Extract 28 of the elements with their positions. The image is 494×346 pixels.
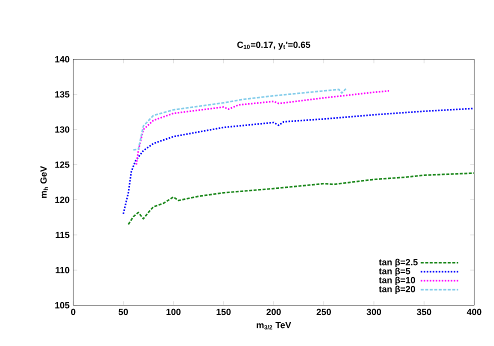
chart-title: C$_{10}$=0.17, y$_{t}$'=0.65 xyxy=(237,42,310,50)
line-series xyxy=(132,88,347,151)
x-tick-label: 400 xyxy=(466,308,482,316)
legend-label: tan β=5 xyxy=(378,268,410,276)
y-tick-label: 125 xyxy=(55,161,70,168)
y-tick-label: 115 xyxy=(56,232,70,238)
y-tick-label: 105 xyxy=(55,302,70,308)
y-tick-label: 110 xyxy=(56,266,70,274)
x-axis-title: m$_{3/2}$ TeV xyxy=(256,322,292,330)
y-tick-label: 120 xyxy=(55,196,70,203)
line-series xyxy=(128,172,474,226)
x-tick-label: 100 xyxy=(166,308,181,316)
legend-label: tan β=20 xyxy=(378,286,416,294)
x-tick-label: 150 xyxy=(216,308,231,316)
legend-label: tan β=10 xyxy=(378,276,416,286)
legend-label: tan β=2.5 xyxy=(378,258,418,268)
x-tick-label: 50 xyxy=(118,308,128,316)
line-series xyxy=(136,90,390,166)
x-tick-label: 200 xyxy=(266,308,281,316)
x-tick-label: 300 xyxy=(366,308,382,316)
line-series xyxy=(122,108,474,215)
y-tick-label: 130 xyxy=(55,126,70,133)
x-tick-label: 0 xyxy=(71,308,76,316)
y-tick-label: 140 xyxy=(55,56,70,62)
y-axis-title: m$_{h}$ GeV xyxy=(40,166,48,198)
y-tick-label: 135 xyxy=(55,91,70,98)
x-tick-label: 350 xyxy=(416,308,432,316)
x-tick-label: 250 xyxy=(316,308,331,316)
